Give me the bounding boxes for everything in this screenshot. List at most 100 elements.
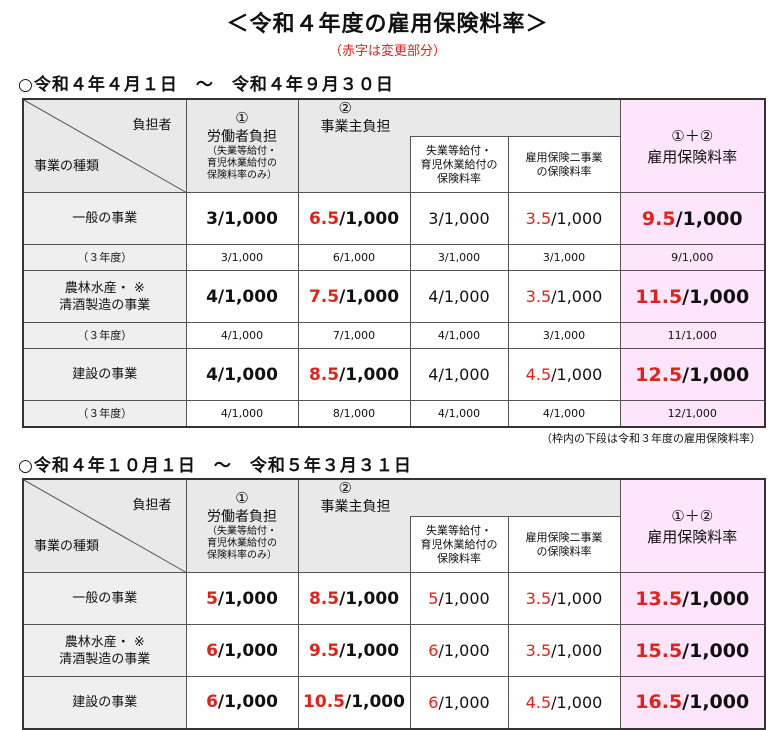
- header-sum-cell: ①＋② 雇用保険料率: [619, 478, 766, 573]
- worker-label: 労働者負担: [207, 509, 277, 525]
- total-rate-cell: 12.5/1,000: [619, 348, 766, 401]
- two-projects-rate-cell: 4.5/1,000: [507, 676, 621, 729]
- rate-num: 16.5: [635, 691, 683, 714]
- rate-den: /1,000: [438, 641, 490, 660]
- previous-rate: 3/1,000: [185, 244, 299, 271]
- previous-rate: 4/1,000: [507, 400, 621, 427]
- worker-rate-cell: 4/1,000: [185, 270, 299, 323]
- unemp-label-3: 保険料率: [437, 551, 481, 565]
- previous-rate: 12/1,000: [619, 400, 766, 427]
- table-row: 農林水産・ ※ 清酒製造の事業 6/1,000 9.5/1,000 6/1,00…: [22, 624, 766, 677]
- header-category-cell: 負担者 事業の種類: [22, 98, 187, 193]
- rate-num: 3.5: [525, 287, 552, 306]
- two-projects-label-2: の保険料率: [536, 164, 592, 178]
- unemployment-rate-cell: 6/1,000: [409, 624, 509, 677]
- worker-sub-1: （失業等給付・: [207, 146, 277, 157]
- worker-rate-cell: 6/1,000: [185, 624, 299, 677]
- previous-rate: 8/1,000: [297, 400, 411, 427]
- rate-den: /1,000: [682, 285, 750, 308]
- unemployment-rate-cell: 4/1,000: [409, 348, 509, 401]
- total-rate-cell: 11.5/1,000: [619, 270, 766, 323]
- total-rate-cell: 16.5/1,000: [619, 676, 766, 729]
- employer-label: 事業主負担: [320, 119, 391, 135]
- rate-num: 4: [206, 286, 218, 307]
- rate-den: /1,000: [682, 363, 750, 386]
- rate-den: /1,000: [217, 286, 278, 307]
- rate-den: /1,000: [344, 692, 405, 713]
- worker-sub-3: 保険料率のみ）: [207, 550, 277, 561]
- rate-den: /1,000: [551, 641, 603, 660]
- rate-num: 4.5: [525, 692, 552, 712]
- sum-circle: ①＋②: [671, 507, 714, 525]
- rate-num: 7.5: [308, 286, 340, 307]
- worker-circle: ①: [235, 109, 249, 127]
- rate-den: /1,000: [217, 640, 278, 661]
- worker-rate-cell: 5/1,000: [185, 572, 299, 625]
- previous-rate: 3/1,000: [507, 244, 621, 271]
- previous-rate: 7/1,000: [297, 322, 411, 349]
- rate-num: 4.5: [525, 365, 552, 384]
- two-projects-label-1: 雇用保険二事業: [525, 530, 603, 544]
- previous-year-label: （３年度）: [22, 322, 187, 349]
- category-label: 建設の事業: [72, 694, 138, 710]
- two-projects-label-2: の保険料率: [536, 544, 592, 558]
- unemp-label-3: 保険料率: [437, 171, 481, 185]
- previous-rate: 4/1,000: [409, 400, 509, 427]
- employer-circle: ②: [338, 479, 352, 497]
- rate-den: /1,000: [217, 364, 278, 385]
- previous-rate: 4/1,000: [409, 322, 509, 349]
- unemp-label-2: 育児休業給付の: [420, 537, 498, 551]
- category-label: 農林水産・ ※: [64, 280, 145, 296]
- rate-den: /1,000: [682, 639, 750, 662]
- rate-num: 8.5: [308, 364, 340, 385]
- rate-num: 4: [206, 364, 218, 385]
- rate-num: 6: [206, 692, 218, 713]
- header-payer-label: 負担者: [132, 118, 172, 133]
- worker-sub-2: 育児休業給付の: [207, 158, 277, 169]
- rate-num: 5: [428, 589, 439, 608]
- two-projects-rate-cell: 3.5/1,000: [507, 572, 621, 625]
- employer-rate-cell: 7.5/1,000: [297, 270, 411, 323]
- rate-den: /1,000: [551, 287, 603, 306]
- table-row-previous: （３年度） 3/1,000 6/1,000 3/1,000 3/1,000 9/…: [22, 244, 766, 271]
- worker-rate-cell: 3/1,000: [185, 192, 299, 245]
- footnote: （枠内の下段は令和３年度の雇用保険料率）: [541, 432, 761, 445]
- rate-den: /1,000: [339, 286, 400, 307]
- employer-rate-cell: 8.5/1,000: [297, 572, 411, 625]
- category-label-2: 清酒製造の事業: [59, 651, 151, 667]
- rate-den: /1,000: [682, 691, 750, 714]
- employer-label: 事業主負担: [320, 499, 391, 515]
- rate-den: /1,000: [339, 208, 400, 229]
- unemp-label-2: 育児休業給付の: [420, 157, 498, 171]
- employer-rate-cell: 6.5/1,000: [297, 192, 411, 245]
- rate-den: /1,000: [551, 589, 603, 608]
- worker-sub-1: （失業等給付・: [207, 526, 277, 537]
- rate-num: 3: [428, 209, 439, 228]
- rate-num: 6.5: [308, 208, 340, 229]
- table-row: 一般の事業 5/1,000 8.5/1,000 5/1,000 3.5/1,00…: [22, 572, 766, 625]
- rate-den: /1,000: [438, 287, 490, 306]
- rate-den: /1,000: [551, 692, 603, 712]
- rate-num: 6: [428, 692, 439, 712]
- unemployment-rate-cell: 5/1,000: [409, 572, 509, 625]
- header-worker-cell: ① 労働者負担 （失業等給付・ 育児休業給付の 保険料率のみ）: [185, 98, 299, 193]
- worker-sub-2: 育児休業給付の: [207, 538, 277, 549]
- rate-num: 13.5: [635, 587, 683, 610]
- unemployment-rate-cell: 3/1,000: [409, 192, 509, 245]
- category-label: 農林水産・ ※: [64, 634, 145, 650]
- employer-circle: ②: [338, 99, 352, 117]
- rate-num: 9.5: [641, 207, 676, 230]
- table-row: 建設の事業 4/1,000 8.5/1,000 4/1,000 4.5/1,00…: [22, 348, 766, 401]
- previous-rate: 3/1,000: [409, 244, 509, 271]
- previous-rate: 4/1,000: [185, 400, 299, 427]
- table-row: 農林水産・ ※ 清酒製造の事業 4/1,000 7.5/1,000 4/1,00…: [22, 270, 766, 323]
- category-cell: 一般の事業: [22, 572, 187, 625]
- two-projects-rate-cell: 3.5/1,000: [507, 624, 621, 677]
- unemployment-rate-cell: 6/1,000: [409, 676, 509, 729]
- rate-num: 9.5: [308, 640, 340, 661]
- category-cell: 一般の事業: [22, 192, 187, 245]
- previous-rate: 11/1,000: [619, 322, 766, 349]
- two-projects-rate-cell: 3.5/1,000: [507, 270, 621, 323]
- period2-rate-table: 負担者 事業の種類 ① 労働者負担 （失業等給付・ 育児休業給付の 保険料率のみ…: [22, 478, 766, 730]
- header-employer-cell: ② 事業主負担: [297, 98, 621, 137]
